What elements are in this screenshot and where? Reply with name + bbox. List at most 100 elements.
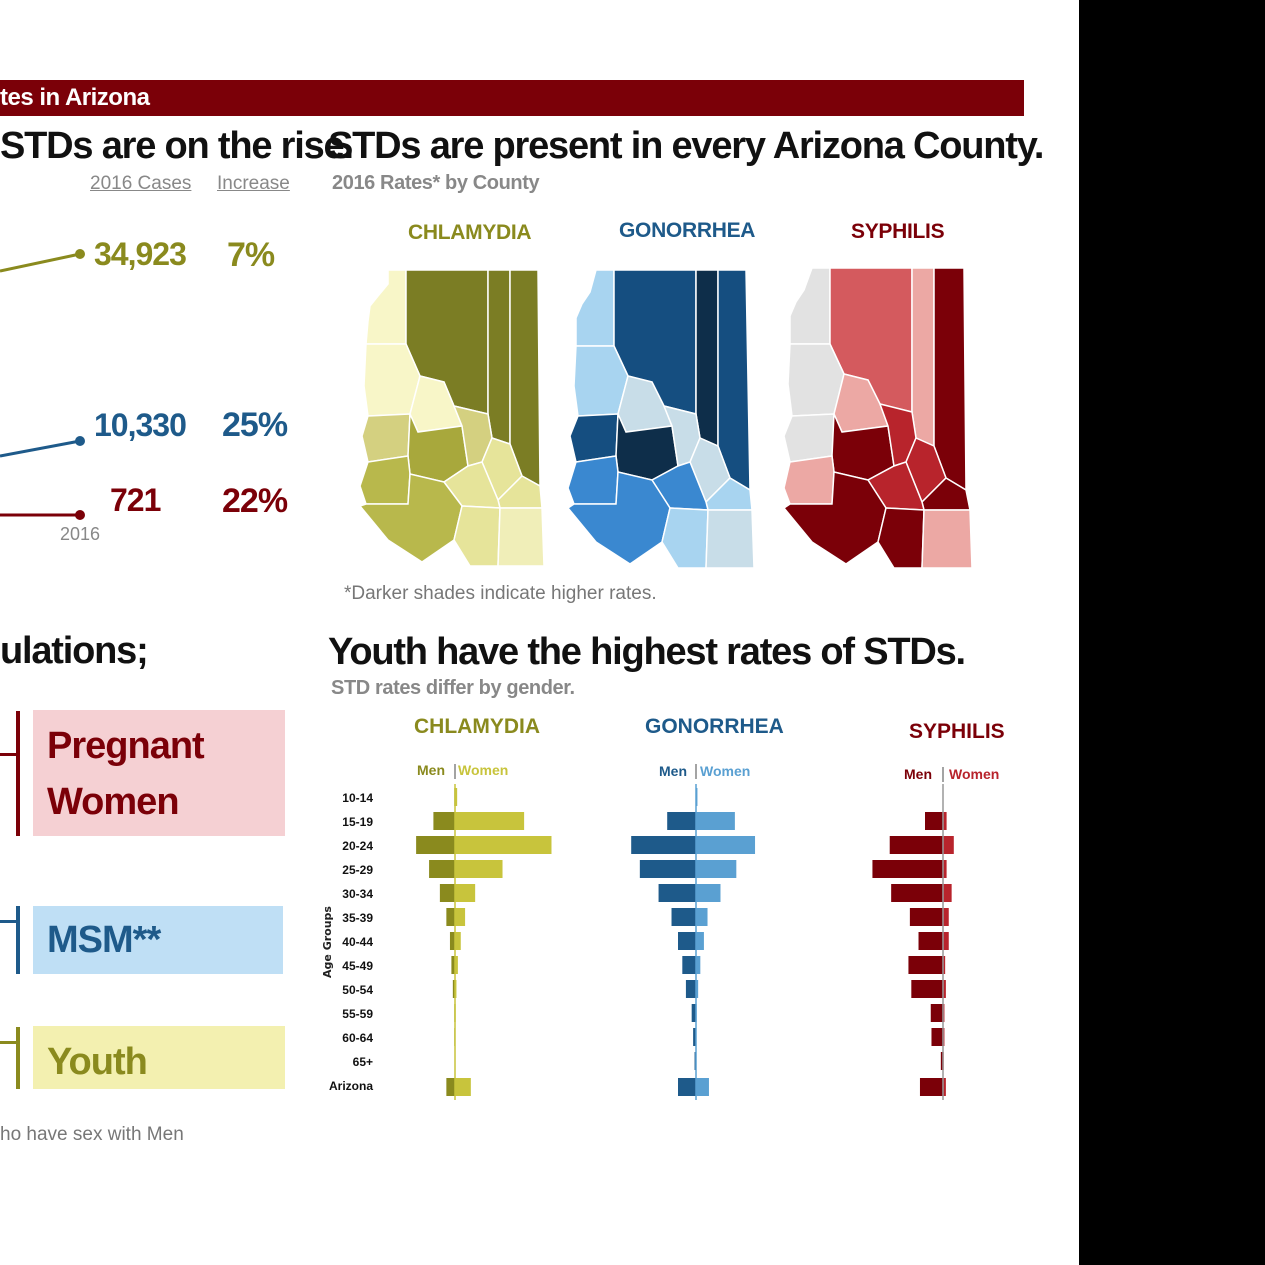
age-tick-label: 40-44 bbox=[342, 935, 373, 949]
syphilis-men-bar bbox=[919, 1078, 943, 1096]
gonorrhea-women-label: Women bbox=[700, 763, 751, 779]
chlamydia-trend-line bbox=[0, 252, 81, 273]
increase-column-header: Increase bbox=[217, 173, 290, 194]
gonorrhea-cases: 10,330 bbox=[94, 407, 187, 443]
title-banner: tes in Arizona bbox=[0, 80, 1024, 116]
chlamydia-men-bar bbox=[452, 980, 455, 998]
syphilis-map bbox=[782, 267, 973, 569]
syphilis-trend-point bbox=[75, 510, 85, 520]
chlamydia-men-bar bbox=[439, 884, 455, 902]
pregnant-label-1: Pregnant bbox=[47, 725, 205, 767]
gonorrhea-men-bar bbox=[631, 836, 696, 854]
gonorrhea-men-bar bbox=[693, 1028, 696, 1046]
chlamydia-women-label: Women bbox=[458, 762, 509, 778]
gonorrhea-trend-point bbox=[75, 436, 85, 446]
syphilis-men-bar bbox=[930, 1004, 943, 1022]
youth-chart-subtitle: STD rates differ by gender. bbox=[331, 677, 575, 699]
syphilis-women-label: Women bbox=[949, 766, 1000, 782]
y-axis-label: Age Groups bbox=[321, 906, 334, 978]
chlamydia-men-bar bbox=[416, 836, 455, 854]
age-tick-label: 10-14 bbox=[342, 791, 373, 805]
map-label-gonorrhea: GONORRHEA bbox=[619, 219, 756, 242]
gonorrhea-men-bar bbox=[691, 1004, 696, 1022]
age-tick-label: Arizona bbox=[329, 1079, 373, 1093]
gonorrhea-women-bar bbox=[696, 980, 699, 998]
syphilis-women-bar bbox=[943, 956, 946, 974]
pregnant-women-box: Pregnant Women bbox=[33, 710, 285, 836]
age-tick-label: 50-54 bbox=[342, 983, 373, 997]
map-subtitle: 2016 Rates* by County bbox=[332, 172, 540, 194]
age-tick-label: 20-24 bbox=[342, 839, 373, 853]
syphilis-men-label: Men bbox=[904, 766, 932, 782]
trend-lines bbox=[0, 249, 85, 520]
gonorrhea-men-bar bbox=[658, 884, 696, 902]
msm-label: MSM** bbox=[47, 919, 161, 961]
chlamydia-increase: 7% bbox=[227, 236, 275, 274]
chlamydia-men-bar bbox=[433, 812, 455, 830]
syphilis-women-bar bbox=[943, 836, 954, 854]
age-pyramid-chart: Age Groups 10-14 15-19 20-24 25-29 30-34 35-3… bbox=[321, 764, 954, 1100]
youth-box: Youth bbox=[33, 1026, 285, 1089]
age-tick-label: 45-49 bbox=[342, 959, 373, 973]
youth-chart-title: Youth have the highest rates of STDs. bbox=[328, 631, 966, 673]
gonorrhea-trend-line bbox=[0, 439, 81, 458]
syphilis-men-bar bbox=[872, 860, 943, 878]
gonorrhea-men-bar bbox=[678, 932, 696, 950]
syphilis-men-bar bbox=[891, 884, 943, 902]
gonorrhea-increase: 25% bbox=[222, 406, 288, 444]
age-tick-label: 30-34 bbox=[342, 887, 373, 901]
chlamydia-women-bar bbox=[455, 932, 461, 950]
syphilis-men-bar bbox=[911, 980, 943, 998]
syphilis-increase: 22% bbox=[222, 482, 288, 520]
msm-bracket bbox=[16, 906, 20, 974]
gonorrhea-women-bar bbox=[696, 884, 721, 902]
syphilis-men-bar bbox=[918, 932, 943, 950]
gonorrhea-women-bar bbox=[696, 956, 701, 974]
age-tick-label: 25-29 bbox=[342, 863, 373, 877]
populations-title: ulations; bbox=[0, 630, 149, 672]
year-label: 2016 bbox=[60, 524, 101, 544]
right-black-bar bbox=[1079, 0, 1265, 1265]
gonorrhea-men-bar bbox=[639, 860, 696, 878]
gonorrhea-men-bar bbox=[671, 908, 696, 926]
chlamydia-cases: 34,923 bbox=[94, 236, 187, 272]
chlamydia-men-bar bbox=[446, 908, 455, 926]
age-tick-label: 15-19 bbox=[342, 815, 373, 829]
age-tick-label: 65+ bbox=[353, 1055, 373, 1069]
gonorrhea-men-bar bbox=[678, 1078, 696, 1096]
msm-box: MSM** bbox=[33, 906, 283, 974]
chlamydia-women-bar bbox=[455, 908, 466, 926]
gonorrhea-women-bar bbox=[696, 932, 704, 950]
syphilis-cases: 721 bbox=[110, 482, 161, 518]
syphilis-men-bar bbox=[908, 956, 943, 974]
banner-title: tes in Arizona bbox=[0, 84, 150, 111]
syphilis-men-bar bbox=[925, 812, 943, 830]
chlamydia-women-bar bbox=[455, 956, 458, 974]
chlamydia-men-bar bbox=[446, 1078, 455, 1096]
gonorrhea-map bbox=[568, 269, 755, 569]
map-label-syphilis: SYPHILIS bbox=[851, 220, 945, 243]
pyramid-title-gonorrhea: GONORRHEA bbox=[645, 715, 784, 738]
syphilis-women-bar bbox=[943, 1078, 946, 1096]
age-tick-label: 35-39 bbox=[342, 911, 373, 925]
gonorrhea-men-bar bbox=[667, 812, 696, 830]
pregnant-bracket bbox=[16, 711, 20, 836]
chlamydia-men-label: Men bbox=[417, 762, 445, 778]
gonorrhea-women-bar bbox=[696, 836, 756, 854]
chlamydia-women-bar bbox=[455, 788, 458, 806]
gonorrhea-women-bar bbox=[696, 812, 735, 830]
gonorrhea-women-bar bbox=[696, 908, 708, 926]
gonorrhea-men-label: Men bbox=[659, 763, 687, 779]
chlamydia-women-bar bbox=[455, 812, 525, 830]
syphilis-women-bar bbox=[943, 884, 952, 902]
syphilis-women-bar bbox=[943, 980, 946, 998]
syphilis-women-bar bbox=[943, 860, 947, 878]
syphilis-men-bar bbox=[940, 1052, 943, 1070]
chlamydia-map bbox=[358, 269, 545, 567]
youth-bracket bbox=[16, 1027, 20, 1089]
age-tick-label: 55-59 bbox=[342, 1007, 373, 1021]
chlamydia-women-bar bbox=[455, 836, 552, 854]
chlamydia-women-bar bbox=[455, 884, 476, 902]
gonorrhea-women-bar bbox=[696, 1078, 709, 1096]
chlamydia-women-bar bbox=[455, 860, 503, 878]
